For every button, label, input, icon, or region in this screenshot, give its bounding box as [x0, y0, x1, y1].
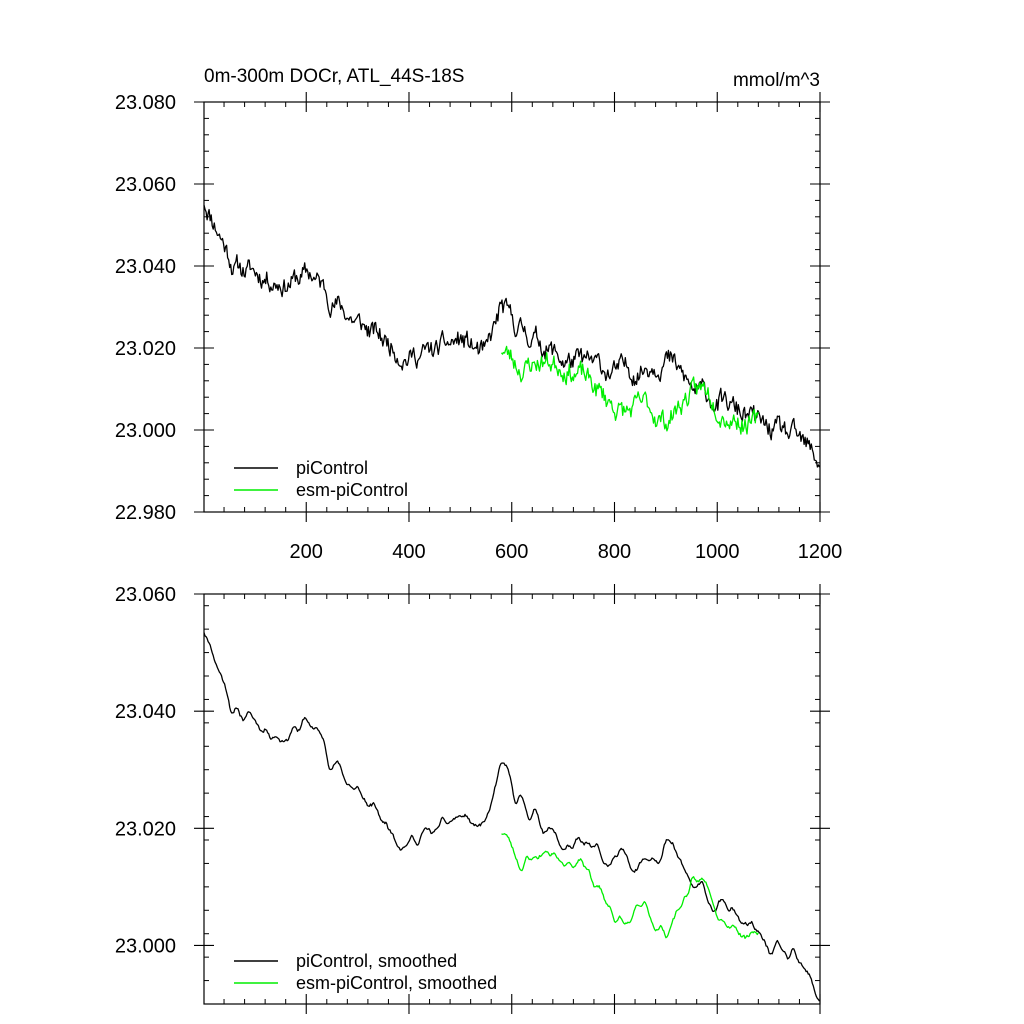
x-tick-label: 600 — [495, 541, 528, 563]
chart-title: 0m-300m DOCr, ATL_44S-18S — [204, 66, 464, 87]
series-group — [203, 205, 821, 468]
series-line-esm-picontrol — [500, 345, 759, 435]
y-tick-label: 23.000 — [115, 420, 176, 442]
series-group — [203, 632, 821, 1002]
y-tick-label: 23.040 — [115, 256, 176, 278]
x-tick-label: 800 — [598, 541, 631, 563]
y-tick-label: 23.060 — [115, 584, 176, 606]
axes-group: 23.000 23.020 23.040 23.060 — [115, 584, 830, 1014]
bottom-panel: 23.000 23.020 23.040 23.060 piControl, smoo… — [115, 584, 830, 1014]
axes-group: 22.980 23.000 23.020 23.040 23.060 23.080 200 4… — [115, 92, 842, 563]
series-line-picontrol-smoothed — [203, 632, 821, 1002]
x-tick-label: 1000 — [695, 541, 740, 563]
y-tick-label: 23.000 — [115, 935, 176, 957]
x-tick-label: 1200 — [798, 541, 843, 563]
x-tick-label: 200 — [290, 541, 323, 563]
y-tick-label: 23.040 — [115, 701, 176, 723]
units-label: mmol/m^3 — [733, 70, 820, 91]
top-panel: 0m-300m DOCr, ATL_44S-18S mmol/m^3 22.98… — [115, 66, 842, 563]
y-tick-label: 23.020 — [115, 818, 176, 840]
series-line-esm-picontrol-smoothed — [501, 833, 759, 939]
y-tick-label: 23.080 — [115, 92, 176, 114]
series-line-picontrol — [203, 205, 821, 468]
legend-label-picontrol-smoothed: piControl, smoothed — [296, 951, 457, 971]
legend: piControl esm-piControl — [234, 458, 408, 500]
plot-frame — [203, 101, 821, 513]
legend-label-picontrol: piControl — [296, 458, 368, 478]
y-tick-label: 22.980 — [115, 502, 176, 524]
plot-frame — [203, 593, 821, 1005]
y-tick-label: 23.060 — [115, 174, 176, 196]
legend-label-esm-picontrol: esm-piControl — [296, 480, 408, 500]
legend: piControl, smoothed esm-piControl, smoot… — [234, 951, 497, 993]
y-tick-label: 23.020 — [115, 338, 176, 360]
legend-label-esm-picontrol-smoothed: esm-piControl, smoothed — [296, 973, 497, 993]
x-tick-label: 400 — [392, 541, 425, 563]
